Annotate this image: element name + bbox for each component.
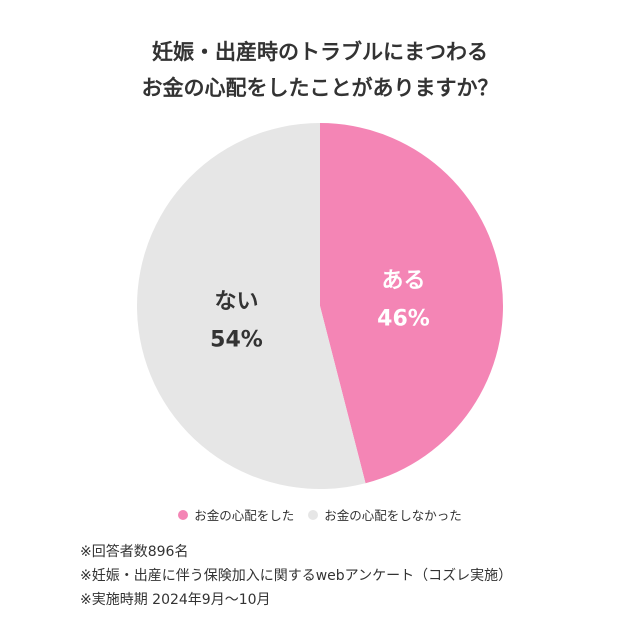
- pie-slice-yes: [320, 123, 504, 484]
- slice-value-no: 54%: [210, 328, 263, 353]
- slice-label-no: ない: [214, 290, 258, 315]
- footnotes: ※回答者数896名 ※妊娠・出産に伴う保険加入に関するwebアンケート（コズレ実…: [80, 540, 512, 612]
- note-survey: ※妊娠・出産に伴う保険加入に関するwebアンケート（コズレ実施）: [80, 568, 513, 584]
- legend: お金の心配をした お金の心配をしなかった: [0, 505, 640, 524]
- note-respondents: ※回答者数896名: [80, 544, 189, 560]
- pie-slice-no: [137, 123, 366, 489]
- note-period: ※実施時期 2024年9月〜10月: [80, 592, 271, 608]
- slice-value-yes: 46%: [377, 306, 430, 331]
- title-line-1: 妊娠・出産時のトラブルにまつわる: [152, 40, 488, 64]
- title-line-2: お金の心配をしたことがありますか？: [141, 76, 499, 100]
- legend-item-yes: お金の心配をした: [178, 505, 294, 524]
- chart-title: 妊娠・出産時のトラブルにまつわる お金の心配をしたことがありますか？: [0, 34, 640, 106]
- legend-label-no: お金の心配をしなかった: [324, 508, 462, 523]
- legend-dot-no: [308, 509, 319, 520]
- legend-item-no: お金の心配をしなかった: [308, 505, 462, 524]
- legend-dot-yes: [178, 509, 189, 520]
- legend-label-yes: お金の心配をした: [194, 508, 295, 523]
- slice-label-yes: ある: [382, 268, 426, 293]
